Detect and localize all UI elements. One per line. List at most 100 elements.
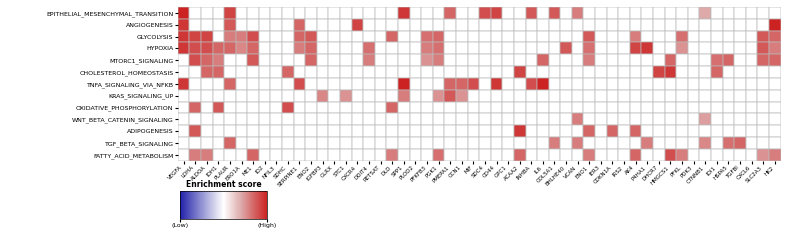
Bar xyxy=(235,149,247,161)
Bar xyxy=(619,125,630,137)
Bar xyxy=(190,78,201,90)
Bar xyxy=(305,54,317,66)
Bar xyxy=(456,19,468,31)
Bar xyxy=(491,7,502,19)
Bar xyxy=(340,125,352,137)
Bar xyxy=(178,42,190,54)
Bar xyxy=(491,78,502,90)
Bar xyxy=(664,78,676,90)
Bar xyxy=(282,78,294,90)
Bar xyxy=(630,125,641,137)
Bar xyxy=(305,137,317,149)
Bar xyxy=(769,42,781,54)
Bar xyxy=(456,113,468,125)
Bar xyxy=(363,42,374,54)
Bar xyxy=(386,113,398,125)
Bar xyxy=(676,113,688,125)
Bar xyxy=(247,54,259,66)
Bar xyxy=(456,125,468,137)
Bar xyxy=(317,54,329,66)
Bar xyxy=(607,90,619,102)
Bar xyxy=(468,125,479,137)
Bar xyxy=(699,7,711,19)
Bar xyxy=(317,125,329,137)
Bar xyxy=(619,66,630,78)
Bar xyxy=(619,7,630,19)
Bar xyxy=(653,42,664,54)
Bar xyxy=(270,90,282,102)
Bar xyxy=(178,149,190,161)
Bar xyxy=(711,78,723,90)
Bar xyxy=(688,31,699,42)
Bar xyxy=(479,42,491,54)
Bar xyxy=(619,137,630,149)
Bar xyxy=(374,137,386,149)
Bar xyxy=(235,137,247,149)
Bar xyxy=(259,7,270,19)
Bar xyxy=(664,113,676,125)
Bar xyxy=(502,7,514,19)
Bar xyxy=(282,42,294,54)
Bar xyxy=(653,78,664,90)
Bar xyxy=(630,19,641,31)
Bar xyxy=(723,102,734,113)
Bar xyxy=(178,90,190,102)
Bar xyxy=(688,66,699,78)
Bar xyxy=(560,54,572,66)
Bar xyxy=(444,7,456,19)
Bar xyxy=(537,149,549,161)
Bar xyxy=(374,66,386,78)
Bar xyxy=(282,31,294,42)
Bar xyxy=(259,102,270,113)
Bar xyxy=(549,113,560,125)
Bar xyxy=(595,113,607,125)
Bar xyxy=(676,42,688,54)
Bar xyxy=(630,42,641,54)
Bar xyxy=(294,137,305,149)
Bar xyxy=(549,102,560,113)
Bar xyxy=(329,102,340,113)
Bar xyxy=(247,113,259,125)
Bar xyxy=(560,66,572,78)
Bar xyxy=(502,31,514,42)
Bar xyxy=(190,90,201,102)
Bar xyxy=(584,149,595,161)
Bar xyxy=(305,102,317,113)
Bar xyxy=(247,149,259,161)
Bar xyxy=(247,90,259,102)
Bar xyxy=(514,54,525,66)
Bar xyxy=(213,113,224,125)
Bar xyxy=(479,125,491,137)
Bar xyxy=(758,42,769,54)
Bar xyxy=(352,149,363,161)
Bar xyxy=(525,31,537,42)
Bar xyxy=(213,42,224,54)
Bar xyxy=(270,54,282,66)
Bar xyxy=(270,137,282,149)
Bar xyxy=(711,19,723,31)
Bar xyxy=(746,78,758,90)
Bar xyxy=(247,102,259,113)
Bar xyxy=(433,42,444,54)
Bar xyxy=(409,19,421,31)
Bar xyxy=(734,31,746,42)
Bar xyxy=(340,31,352,42)
Bar xyxy=(329,7,340,19)
Bar xyxy=(456,78,468,90)
Bar xyxy=(444,54,456,66)
Bar xyxy=(653,31,664,42)
Bar xyxy=(340,19,352,31)
Bar xyxy=(224,137,235,149)
Bar xyxy=(653,137,664,149)
Bar xyxy=(247,42,259,54)
Bar xyxy=(317,102,329,113)
Bar xyxy=(641,54,653,66)
Bar xyxy=(352,42,363,54)
Bar xyxy=(363,19,374,31)
Bar xyxy=(270,113,282,125)
Bar xyxy=(769,31,781,42)
Bar xyxy=(213,31,224,42)
Bar xyxy=(769,66,781,78)
Bar xyxy=(468,102,479,113)
Bar xyxy=(758,137,769,149)
